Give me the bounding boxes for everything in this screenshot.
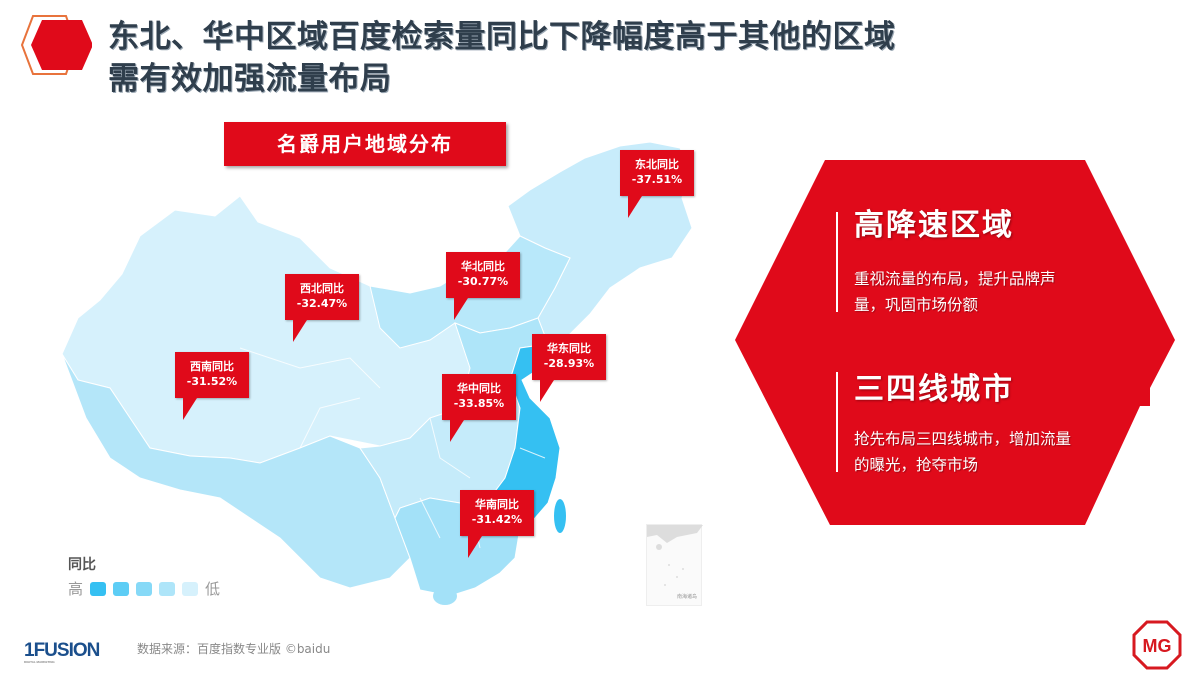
- fusion-logo: 1FUSION DIGITAL MARKETING: [24, 640, 100, 664]
- legend-swatch-5: [182, 581, 198, 596]
- callout-east: 华东同比 -28.93%: [532, 334, 606, 402]
- callout-label: 东北同比: [635, 158, 679, 171]
- callout-pointer: [454, 298, 468, 320]
- mg-logo-icon: MG: [1132, 620, 1182, 670]
- callout-value: -31.52%: [186, 375, 238, 388]
- legend-low-label: 低: [205, 580, 221, 598]
- callout-value: -28.93%: [543, 357, 595, 370]
- hexagon-icon: [20, 15, 92, 75]
- callout-southwest: 西南同比 -31.52%: [175, 352, 249, 420]
- section2-heading: 三四线城市: [854, 372, 1014, 407]
- callout-northwest: 西北同比 -32.47%: [285, 274, 359, 342]
- callout-label: 华中同比: [457, 382, 501, 395]
- callout-value: -31.42%: [471, 513, 523, 526]
- legend-swatch-3: [136, 581, 152, 596]
- callout-pointer: [628, 196, 642, 218]
- china-map: [0, 118, 720, 618]
- inset-label: 南海诸岛: [676, 594, 697, 600]
- data-source: 数据来源：百度指数专业版 ©baidu: [137, 642, 331, 656]
- inset-map-icon: [647, 525, 703, 586]
- legend-high-label: 高: [68, 580, 84, 598]
- section2-divider: [836, 372, 838, 472]
- callout-label: 华南同比: [475, 498, 519, 511]
- legend-swatch-4: [159, 581, 175, 596]
- callout-central: 华中同比 -33.85%: [442, 374, 516, 442]
- callout-south: 华南同比 -31.42%: [460, 490, 534, 558]
- map-legend: 同比 高 低: [68, 556, 227, 599]
- callout-pointer: [468, 536, 482, 558]
- title-line-1: 东北、华中区域百度检索量同比下降幅度高于其他的区域: [108, 19, 896, 55]
- section1-divider: [836, 212, 838, 312]
- callout-pointer: [450, 420, 464, 442]
- section1-body: 重视流量的布局，提升品牌声量，巩固市场份额: [854, 270, 1056, 314]
- fusion-logo-text: 1FUSION: [24, 640, 100, 661]
- callout-pointer: [540, 380, 554, 402]
- callout-label: 华东同比: [547, 342, 591, 355]
- map-title: 名爵用户地域分布: [224, 122, 506, 166]
- legend-title: 同比: [68, 557, 96, 573]
- legend-swatch-2: [113, 581, 129, 596]
- legend-swatch-1: [90, 581, 106, 596]
- section1-heading: 高降速区域: [854, 208, 1014, 243]
- callout-northeast: 东北同比 -37.51%: [620, 150, 694, 218]
- callout-value: -33.85%: [453, 397, 505, 410]
- page-title: 东北、华中区域百度检索量同比下降幅度高于其他的区域 需有效加强流量布局: [108, 16, 896, 100]
- south-china-sea-inset: 南海诸岛: [646, 524, 703, 606]
- callout-pointer: [183, 398, 197, 420]
- mg-logo-text: MG: [1143, 636, 1172, 656]
- insight-hexagon: [735, 160, 1175, 525]
- section2-body: 抢先布局三四线城市，增加流量的曝光，抢夺市场: [854, 430, 1072, 474]
- title-line-2: 需有效加强流量布局: [108, 61, 392, 97]
- callout-value: -37.51%: [631, 173, 683, 186]
- callout-value: -32.47%: [296, 297, 348, 310]
- callout-label: 西北同比: [300, 282, 344, 295]
- callout-label: 西南同比: [190, 360, 234, 373]
- china-map-shape: [61, 141, 693, 605]
- callout-label: 华北同比: [461, 260, 505, 273]
- callout-north: 华北同比 -30.77%: [446, 252, 520, 320]
- callout-pointer: [293, 320, 307, 342]
- fusion-logo-subtext: DIGITAL MARKETING: [24, 660, 55, 664]
- callout-value: -30.77%: [457, 275, 509, 288]
